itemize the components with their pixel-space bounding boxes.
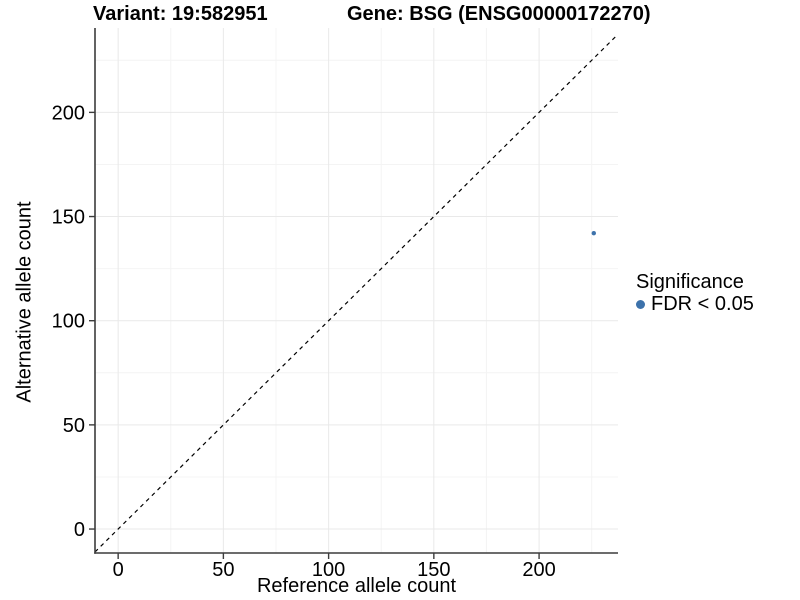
x-tick-label: 50	[212, 559, 234, 581]
identity-line	[94, 33, 619, 553]
legend: Significance FDR < 0.05	[636, 272, 754, 314]
y-tick-label: 100	[52, 311, 85, 333]
x-tick-label: 0	[113, 559, 124, 581]
x-tick-label: 150	[417, 559, 450, 581]
y-tick-label: 0	[74, 519, 85, 541]
legend-point-icon	[636, 299, 645, 309]
y-tick-label: 200	[52, 102, 85, 124]
plot-title-variant: Variant: 19:582951	[93, 3, 268, 25]
y-axis-title: Alternative allele count	[13, 201, 36, 403]
y-tick-label: 50	[63, 415, 85, 437]
legend-item: FDR < 0.05	[636, 294, 754, 314]
legend-item-label: FDR < 0.05	[651, 293, 754, 315]
legend-title: Significance	[636, 271, 744, 293]
data-point	[591, 231, 596, 236]
x-axis-title: Reference allele count	[256, 575, 456, 597]
y-tick-label: 150	[52, 207, 85, 229]
plot-title-gene: Gene: BSG (ENSG00000172270)	[347, 3, 651, 25]
x-tick-label: 100	[312, 559, 345, 581]
x-tick-label: 200	[522, 559, 555, 581]
